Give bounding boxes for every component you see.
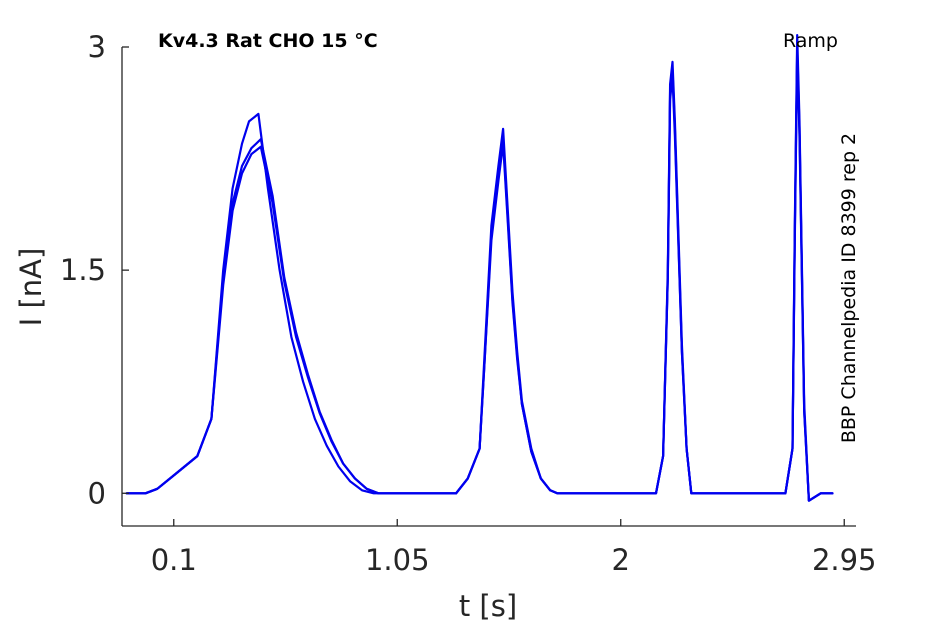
y-axis-label: I [nA]: [14, 248, 48, 327]
axes: [121, 47, 856, 527]
side-label: BBP Channelpedia ID 8399 rep 2: [838, 133, 860, 443]
x-tick-label: 2: [612, 543, 630, 577]
x-axis-label: t [s]: [459, 589, 517, 623]
protocol-label: Ramp: [783, 30, 838, 52]
chart-title: Kv4.3 Rat CHO 15 °C: [158, 30, 378, 52]
y-tick-label: 1.5: [60, 253, 106, 287]
y-tick-label: 3: [88, 30, 106, 64]
x-tick-label: 1.05: [365, 543, 430, 577]
current-trace-3: [125, 53, 834, 502]
y-ticks: 01.53: [60, 30, 129, 510]
x-ticks: 0.1 1.05 2 2.95: [151, 519, 877, 577]
x-tick-label: 0.1: [151, 543, 197, 577]
x-tick-label: 2.95: [812, 543, 877, 577]
trace-group: [125, 33, 834, 502]
y-tick-label: 0: [88, 476, 106, 510]
